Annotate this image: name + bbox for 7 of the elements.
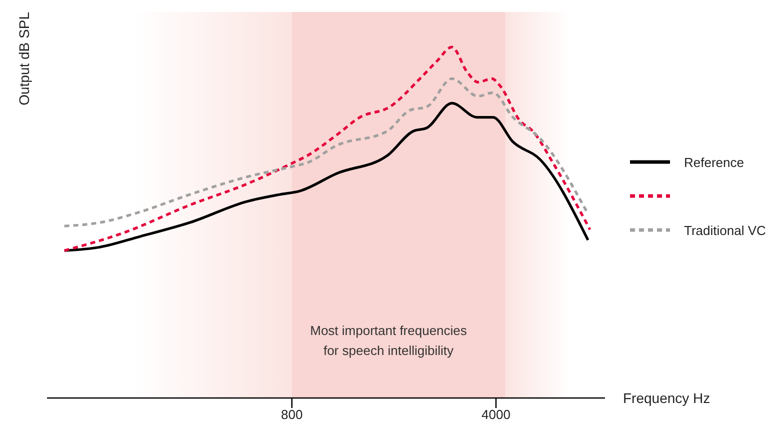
y-axis-title: Output dB SPL	[16, 12, 32, 106]
x-tick-label: 800	[281, 407, 303, 422]
x-axis-title: Frequency Hz	[623, 390, 710, 406]
x-tick-label: 4000	[482, 407, 510, 422]
band-label: Most important frequencies for speech intelligibility	[310, 323, 468, 358]
legend-label: Traditional VC	[684, 222, 766, 238]
legend-label: Reference	[684, 154, 744, 170]
